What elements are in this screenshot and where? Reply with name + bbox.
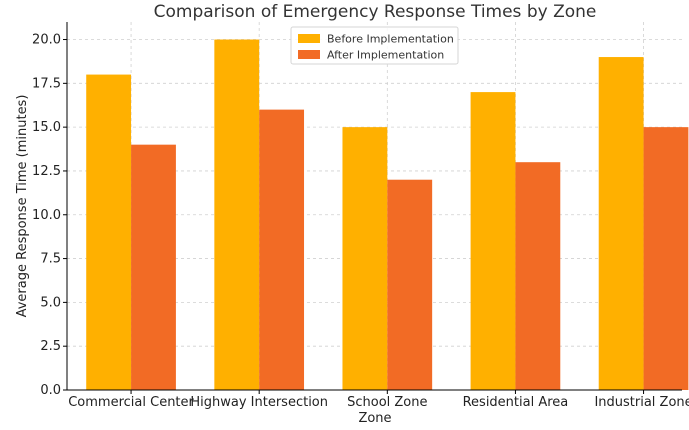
y-axis-label: Average Response Time (minutes): [15, 95, 30, 318]
y-tick-label: 0.0: [40, 383, 61, 398]
x-tick-label: Residential Area: [463, 395, 569, 410]
bar-after-1: [131, 144, 176, 390]
legend: Before Implementation After Implementatio…: [290, 26, 459, 65]
x-tick-label: Highway Intersection: [190, 395, 328, 410]
x-tick-label: Industrial Zone: [594, 395, 689, 410]
axes: [63, 22, 682, 394]
bar-before-3: [342, 127, 388, 391]
bars: [86, 39, 689, 391]
tick-labels: 0.0 2.5 5.0 7.5 10.0 12.5 15.0 17.5 20.0 Commerci…: [32, 33, 689, 410]
bar-before-2: [214, 39, 260, 391]
y-tick-label: 10.0: [32, 208, 61, 223]
bar-after-4: [515, 162, 561, 390]
bar-before-4: [470, 92, 516, 390]
bar-after-5: [643, 127, 689, 391]
y-tick-label: 15.0: [32, 120, 61, 135]
y-tick-label: 7.5: [40, 252, 61, 267]
y-tick-label: 2.5: [40, 339, 61, 354]
x-tick-label: School Zone: [347, 395, 427, 410]
bar-after-2: [259, 109, 305, 390]
y-tick-label: 17.5: [32, 76, 61, 91]
x-axis-label: Zone: [358, 411, 391, 426]
chart-title: Comparison of Emergency Response Times b…: [154, 2, 597, 22]
legend-box: [290, 26, 459, 65]
y-tick-label: 12.5: [32, 164, 61, 179]
bar-before-5: [598, 57, 644, 391]
y-tick-label: 20.0: [32, 33, 61, 48]
bar-after-3: [387, 179, 433, 390]
x-tick-label: Commercial Center: [68, 395, 194, 410]
legend-label: After Implementation: [327, 49, 444, 62]
y-tick-label: 5.0: [40, 295, 61, 310]
legend-swatch: [298, 34, 320, 43]
legend-swatch: [298, 50, 320, 59]
legend-label: Before Implementation: [327, 33, 454, 46]
bar-before-1: [86, 74, 132, 391]
